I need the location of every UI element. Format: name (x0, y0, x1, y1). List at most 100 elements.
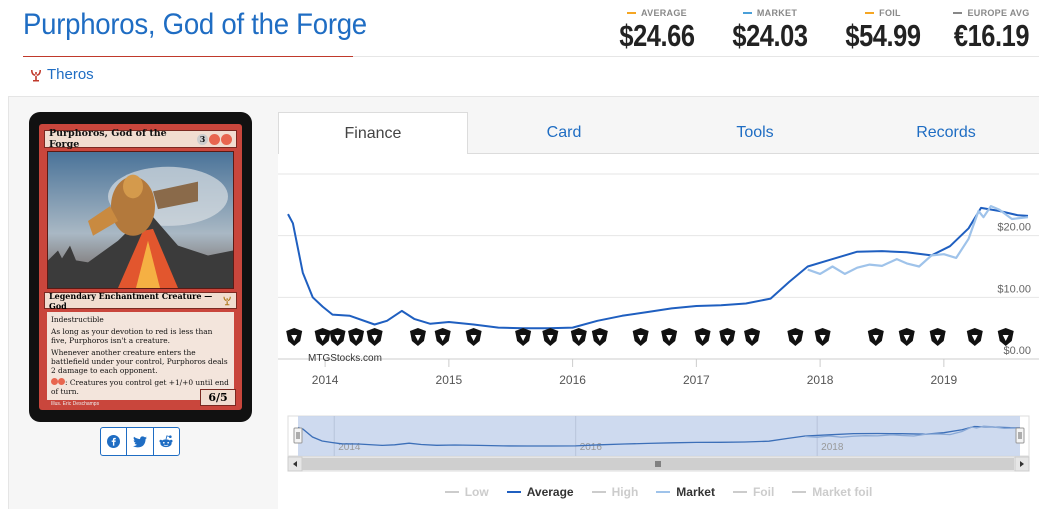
price-label: MARKET (756, 8, 798, 18)
emn-set-icon[interactable] (591, 328, 608, 346)
legend-item-high[interactable]: High (591, 485, 639, 499)
journey-into-nyx-set-icon[interactable] (329, 328, 346, 346)
theros-set-icon (223, 296, 231, 306)
akh-set-icon[interactable] (694, 328, 711, 346)
born-of-the-gods-set-icon[interactable] (314, 328, 331, 346)
foil-dash-icon (865, 12, 875, 14)
x-tick-label: 2015 (436, 373, 463, 387)
legend-label: Foil (752, 485, 775, 499)
theros-set-icon[interactable] (286, 328, 303, 346)
khans-set-icon[interactable] (366, 328, 383, 346)
scroll-right-arrow-icon[interactable] (1014, 456, 1030, 472)
chart-credit: MTGStocks.com (308, 353, 382, 364)
artist-name: Eric Deschamps (62, 401, 100, 407)
card-name-text: Purphoros, God of the Forge (49, 128, 167, 150)
dom-set-icon[interactable] (814, 328, 831, 346)
price-foil: FOIL $54.99 (831, 6, 935, 52)
card-type-text: Legendary Enchantment Creature — God (49, 290, 213, 311)
navigator-left-handle[interactable] (293, 427, 303, 444)
europe-dash-icon (953, 12, 963, 14)
set-link[interactable]: Theros (29, 66, 94, 83)
navigator-tick-label: 2014 (338, 442, 361, 453)
twitter-share-button[interactable] (127, 428, 154, 455)
grn-set-icon[interactable] (898, 328, 915, 346)
legend-label: Market (676, 485, 715, 499)
navigator-tick-label: 2016 (580, 442, 603, 453)
m20-set-icon[interactable] (997, 328, 1014, 346)
detail-tabs: Finance Card Tools Records (278, 112, 1039, 155)
card-image[interactable]: Purphoros, God of the Forge 3 (29, 112, 252, 422)
red-mana-icon (209, 133, 220, 145)
y-tick-label: $20.00 (997, 222, 1031, 234)
legend-item-foil[interactable]: Foil (732, 485, 775, 499)
rules-line: Whenever another creature enters the bat… (51, 348, 228, 375)
red-mana-icon (51, 378, 58, 385)
legend-item-low[interactable]: Low (444, 485, 489, 499)
x-tick-label: 2016 (559, 373, 586, 387)
navigator-right-handle[interactable] (1015, 427, 1025, 444)
price-europe-avg: EUROPE AVG €16.19 (944, 6, 1039, 52)
theros-set-icon (31, 69, 41, 81)
tab-records[interactable]: Records (916, 124, 976, 141)
rix-set-icon[interactable] (787, 328, 804, 346)
ogw-set-icon[interactable] (542, 328, 559, 346)
price-value: $54.99 (845, 18, 921, 53)
red-mana-icon (221, 133, 232, 145)
y-tick-label: $0.00 (1003, 345, 1031, 357)
x-tick-label: 2014 (312, 373, 339, 387)
price-chart: 2014 2015 2016 2017 2018 2019 $0.00 $10.00 $20.… (278, 154, 1039, 509)
series-line-market (807, 205, 1029, 275)
xln-set-icon[interactable] (744, 328, 761, 346)
legend-label: Low (464, 485, 489, 499)
m19-set-icon[interactable] (867, 328, 884, 346)
rules-line: As long as your devotion to red is less … (51, 327, 213, 345)
m15-set-icon[interactable] (348, 328, 365, 346)
price-value: €16.19 (953, 18, 1030, 53)
price-value: $24.03 (732, 18, 808, 53)
fate-reforged-set-icon[interactable] (409, 328, 426, 346)
origins-set-icon[interactable] (465, 328, 482, 346)
legend-item-market-foil[interactable]: Market foil (792, 485, 872, 499)
rules-text: : Creatures you control get +1/+0 until … (51, 378, 229, 396)
share-buttons (100, 427, 180, 456)
war-set-icon[interactable] (966, 328, 983, 346)
card-frame: Purphoros, God of the Forge 3 (39, 124, 242, 410)
legend-item-average[interactable]: Average (506, 485, 574, 499)
price-summary: AVERAGE $24.66 MARKET $24.03 FOIL $54.99… (605, 6, 1039, 54)
card-art (47, 151, 234, 289)
soi-set-icon[interactable] (570, 328, 587, 346)
tab-card[interactable]: Card (546, 124, 582, 141)
average-dash-icon (627, 12, 637, 14)
navigator-series-market (805, 425, 1021, 438)
scroll-left-arrow-icon[interactable] (287, 456, 303, 472)
generic-mana-icon: 3 (197, 133, 208, 145)
legend-swatch (732, 491, 747, 493)
hou-set-icon[interactable] (719, 328, 736, 346)
legend-swatch (506, 491, 521, 493)
legend-swatch (656, 491, 671, 493)
rules-line: : Creatures you control get +1/+0 until … (51, 378, 230, 396)
set-name[interactable]: Theros (47, 66, 94, 83)
facebook-share-button[interactable] (101, 428, 128, 455)
title-underline (23, 56, 353, 57)
price-value: $24.66 (619, 18, 695, 53)
facebook-icon (107, 435, 121, 448)
tab-tools[interactable]: Tools (736, 124, 774, 141)
aer-set-icon[interactable] (661, 328, 678, 346)
rna-set-icon[interactable] (929, 328, 946, 346)
bfz-set-icon[interactable] (515, 328, 532, 346)
price-label: AVERAGE (641, 8, 687, 18)
dragons-set-icon[interactable] (434, 328, 451, 346)
mana-cost: 3 (197, 133, 232, 145)
x-tick-label: 2019 (931, 373, 958, 387)
kld-set-icon[interactable] (632, 328, 649, 346)
price-label: FOIL (879, 8, 901, 18)
navigator-series-average (297, 425, 1021, 447)
market-dash-icon (742, 12, 752, 14)
legend-item-market[interactable]: Market (656, 485, 715, 499)
legend-swatch (792, 491, 807, 493)
legend-swatch (591, 491, 606, 493)
tab-finance[interactable]: Finance (278, 112, 468, 155)
legend-label: High (611, 485, 639, 499)
reddit-share-button[interactable] (154, 428, 179, 455)
